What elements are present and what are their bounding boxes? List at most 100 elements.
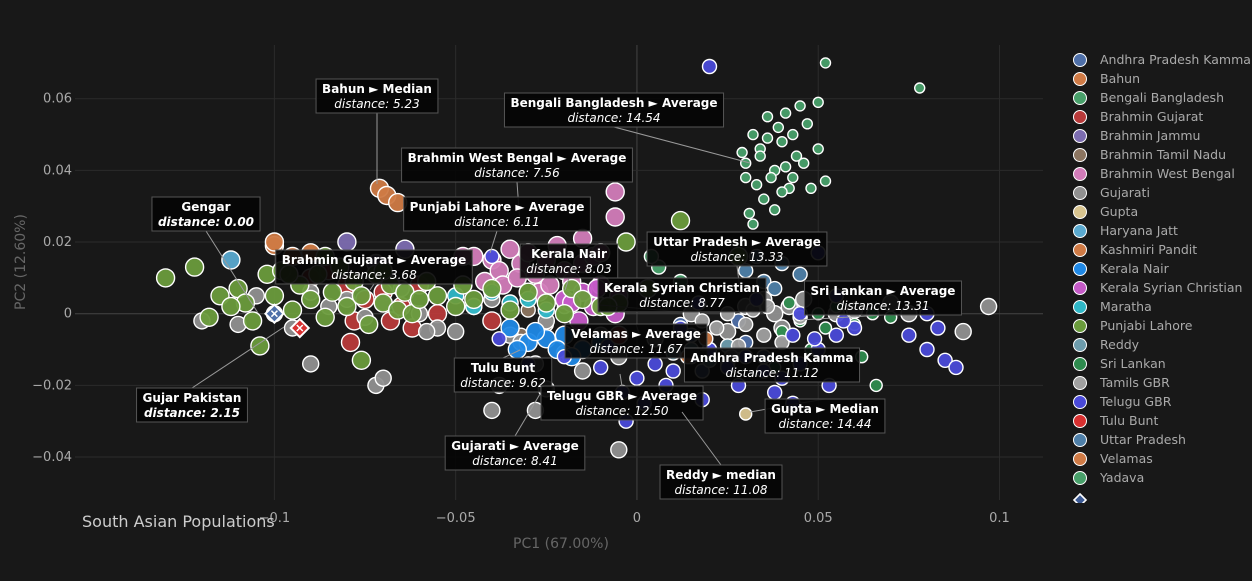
data-point[interactable] [427, 286, 448, 306]
legend-item[interactable]: Bahun [1068, 69, 1252, 88]
data-point[interactable] [518, 282, 538, 302]
data-point[interactable] [792, 266, 808, 282]
data-point[interactable] [409, 289, 430, 310]
data-point[interactable] [482, 311, 502, 331]
data-point[interactable] [835, 313, 852, 329]
data-point[interactable] [483, 401, 501, 420]
data-point[interactable] [758, 193, 770, 205]
legend-item[interactable]: Kerala Syrian Christian [1068, 278, 1252, 297]
data-point[interactable] [779, 107, 792, 119]
data-point[interactable] [785, 327, 801, 343]
data-point[interactable] [359, 314, 379, 335]
data-point[interactable] [184, 257, 205, 277]
data-point[interactable] [447, 322, 465, 341]
data-point[interactable] [322, 282, 343, 302]
data-point[interactable] [772, 121, 784, 134]
data-point[interactable] [787, 128, 799, 141]
data-point[interactable] [264, 232, 285, 252]
data-point[interactable] [738, 316, 754, 333]
data-point[interactable] [282, 300, 303, 320]
data-point[interactable] [264, 286, 285, 306]
data-point[interactable] [351, 286, 372, 306]
legend-item[interactable]: Brahmin Tamil Nadu [1068, 145, 1252, 164]
legend-item[interactable]: Telugu GBR [1068, 392, 1252, 411]
legend-item[interactable]: Sri Lankan [1068, 354, 1252, 373]
legend-item[interactable]: Velamas [1068, 449, 1252, 468]
legend-item[interactable]: Yadava [1068, 468, 1252, 487]
data-point[interactable] [536, 293, 556, 313]
data-point[interactable] [374, 369, 392, 387]
data-point[interactable] [315, 307, 335, 327]
data-point[interactable] [740, 171, 752, 184]
legend-item[interactable]: Brahmin Gujarat [1068, 107, 1252, 126]
data-point[interactable] [482, 278, 502, 299]
data-point[interactable] [819, 57, 832, 69]
data-point[interactable] [351, 350, 372, 370]
legend-item[interactable]: Brahmin West Bengal [1068, 164, 1252, 183]
data-point[interactable] [337, 232, 357, 252]
data-point[interactable] [540, 275, 560, 295]
legend-item[interactable]: Andhra Pradesh Kamma [1068, 50, 1252, 69]
data-point[interactable] [914, 82, 926, 94]
data-point[interactable] [221, 296, 241, 317]
data-point[interactable] [954, 322, 972, 341]
legend-item[interactable]: Reddy [1068, 335, 1252, 354]
legend-item[interactable]: Tamils GBR [1068, 373, 1252, 392]
data-point[interactable] [779, 161, 792, 173]
legend-item[interactable]: Bengali Bangladesh [1068, 88, 1252, 107]
data-point[interactable] [948, 359, 964, 376]
data-point[interactable] [846, 320, 863, 336]
data-point[interactable] [761, 132, 774, 144]
data-point[interactable] [919, 341, 935, 358]
data-point[interactable] [805, 182, 817, 195]
data-point[interactable] [739, 407, 753, 421]
data-point[interactable] [806, 331, 823, 347]
data-point[interactable] [301, 289, 321, 310]
data-point[interactable] [756, 327, 772, 343]
data-point[interactable] [199, 307, 219, 327]
data-point[interactable] [337, 296, 357, 317]
legend-item[interactable]: Kerala Nair [1068, 259, 1252, 278]
data-point[interactable] [812, 143, 824, 155]
data-point[interactable] [767, 384, 783, 401]
data-point[interactable] [754, 150, 766, 162]
data-point[interactable] [819, 175, 832, 187]
data-point[interactable] [665, 363, 681, 379]
data-point[interactable] [500, 300, 520, 320]
data-point[interactable] [828, 327, 844, 343]
legend-item[interactable]: Haryana Jatt [1068, 221, 1252, 240]
data-point[interactable] [302, 355, 320, 373]
data-point[interactable] [747, 218, 759, 230]
data-point[interactable] [155, 268, 176, 288]
data-point[interactable] [242, 311, 263, 331]
data-point[interactable] [605, 182, 625, 202]
data-point[interactable] [573, 362, 592, 380]
data-point[interactable] [250, 336, 270, 356]
data-point[interactable] [979, 297, 998, 316]
data-point[interactable] [572, 289, 593, 310]
data-point[interactable] [801, 118, 813, 130]
data-point[interactable] [464, 289, 484, 310]
data-point[interactable] [610, 441, 628, 459]
legend-item[interactable]: Gupta [1068, 202, 1252, 221]
data-point[interactable] [593, 359, 609, 376]
data-point[interactable] [647, 356, 663, 372]
data-point[interactable] [818, 321, 833, 335]
data-point[interactable] [930, 320, 946, 336]
data-point[interactable] [340, 332, 361, 353]
data-point[interactable] [769, 204, 781, 216]
legend-item[interactable]: Kashmiri Pandit [1068, 240, 1252, 259]
legend-item[interactable]: Uttar Pradesh [1068, 430, 1252, 449]
data-point[interactable] [701, 58, 718, 75]
data-point[interactable] [629, 370, 645, 386]
legend-item[interactable]: Maratha [1068, 297, 1252, 316]
data-point[interactable] [787, 171, 799, 184]
data-point[interactable] [765, 171, 777, 184]
data-point[interactable] [812, 96, 824, 109]
data-point[interactable] [869, 378, 883, 393]
legend[interactable]: Andhra Pradesh Kamma Bahun Bengali Banglad… [1068, 50, 1252, 501]
data-point[interactable] [937, 352, 953, 368]
data-point[interactable] [484, 248, 500, 265]
legend-item[interactable]: Tulu Bunt [1068, 411, 1252, 430]
data-point[interactable] [418, 322, 436, 341]
